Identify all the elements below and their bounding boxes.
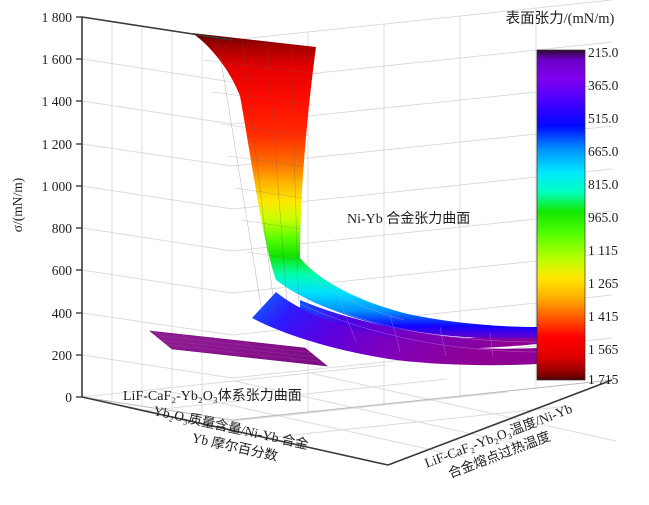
- z-axis-title: σ/(mN/m): [10, 178, 25, 233]
- colorbar-title: 表面张力/(mN/m): [506, 10, 615, 27]
- plot-axis-lines: [81, 16, 613, 466]
- z-tick-label: 1 200: [42, 137, 73, 152]
- colorbar-tick-label: 215.0: [588, 45, 619, 60]
- y-axis-line: [387, 379, 613, 466]
- colorbar-tick-label: 965.0: [588, 210, 619, 225]
- z-tick-label: 1 400: [42, 94, 73, 109]
- z-tick-label: 1 600: [42, 52, 73, 67]
- z-tick-label: 0: [65, 390, 72, 405]
- colorbar-tick-label: 1 565: [588, 342, 619, 357]
- lif-caf2-yb2o3-flat-surface: [149, 330, 328, 367]
- annotation-ni-yb-surface: Ni-Yb 合金张力曲面: [347, 211, 470, 227]
- colorbar-tick-label: 515.0: [588, 111, 619, 126]
- colorbar-tick-label: 1 415: [588, 309, 619, 324]
- annotation-lif-caf2-yb2o3-surface: LiF-CaF₂-Yb₂O₃体系张力曲面: [123, 388, 302, 404]
- colorbar-tick-label: 1 715: [588, 372, 619, 387]
- x-axis-line: [81, 396, 389, 466]
- z-tick-label: 600: [52, 263, 73, 278]
- colorbar: 表面张力/(mN/m) 215.0 365.0 515.0 665.0 815.…: [506, 10, 619, 387]
- colorbar-tick-labels: 215.0 365.0 515.0 665.0 815.0 965.0 1 11…: [588, 45, 619, 387]
- colorbar-tick-label: 815.0: [588, 177, 619, 192]
- colorbar-tick-label: 365.0: [588, 78, 619, 93]
- z-tick-label: 200: [52, 348, 73, 363]
- z-tick-label: 800: [52, 221, 73, 236]
- z-axis-ticks: [76, 16, 82, 398]
- colorbar-tick-label: 1 115: [588, 243, 618, 258]
- y-axis-title: LiF-CaF₂-Yb₂O₃温度/Ni-Yb 合金熔点过热温度: [423, 401, 575, 481]
- ni-yb-alloy-tension-surface: [192, 33, 538, 366]
- z-axis-tick-labels: 1 800 1 600 1 400 1 200 1 000 800 600 40…: [42, 10, 73, 405]
- colorbar-tick-label: 1 265: [588, 276, 619, 291]
- left-wall-pane: [82, 17, 232, 420]
- z-tick-label: 400: [52, 306, 73, 321]
- colorbar-tick-label: 665.0: [588, 144, 619, 159]
- colorbar-gradient: [536, 49, 586, 381]
- z-tick-label: 1 800: [42, 10, 73, 25]
- z-tick-label: 1 000: [42, 179, 73, 194]
